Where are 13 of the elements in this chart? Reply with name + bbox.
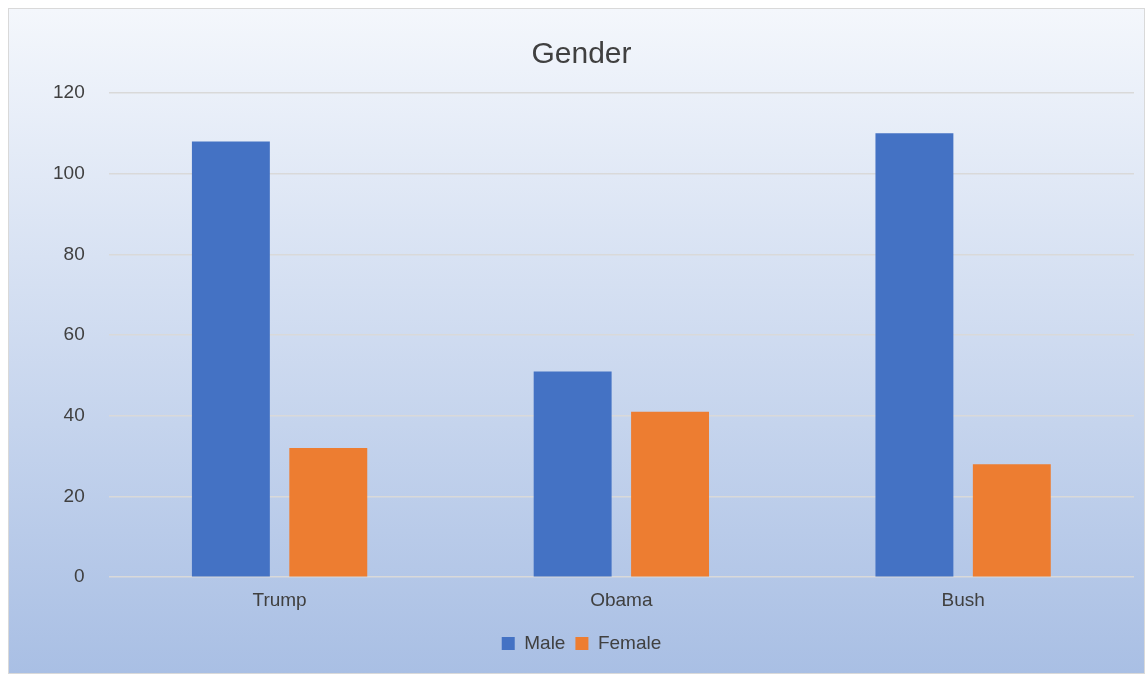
- y-tick-label: 40: [63, 404, 85, 426]
- x-tick-label: Obama: [590, 588, 653, 610]
- y-tick-label: 0: [74, 565, 85, 587]
- x-tick-label: Trump: [252, 588, 307, 610]
- y-tick-label: 60: [63, 323, 85, 345]
- x-tick-label: Bush: [941, 588, 985, 610]
- y-tick-label: 100: [53, 161, 85, 183]
- y-tick-label: 80: [63, 242, 85, 264]
- legend-label: Male: [524, 631, 566, 653]
- chart-title: Gender: [531, 36, 632, 70]
- legend-label: Female: [597, 631, 662, 653]
- y-tick-label: 120: [53, 81, 85, 103]
- y-tick-label: 20: [63, 484, 85, 506]
